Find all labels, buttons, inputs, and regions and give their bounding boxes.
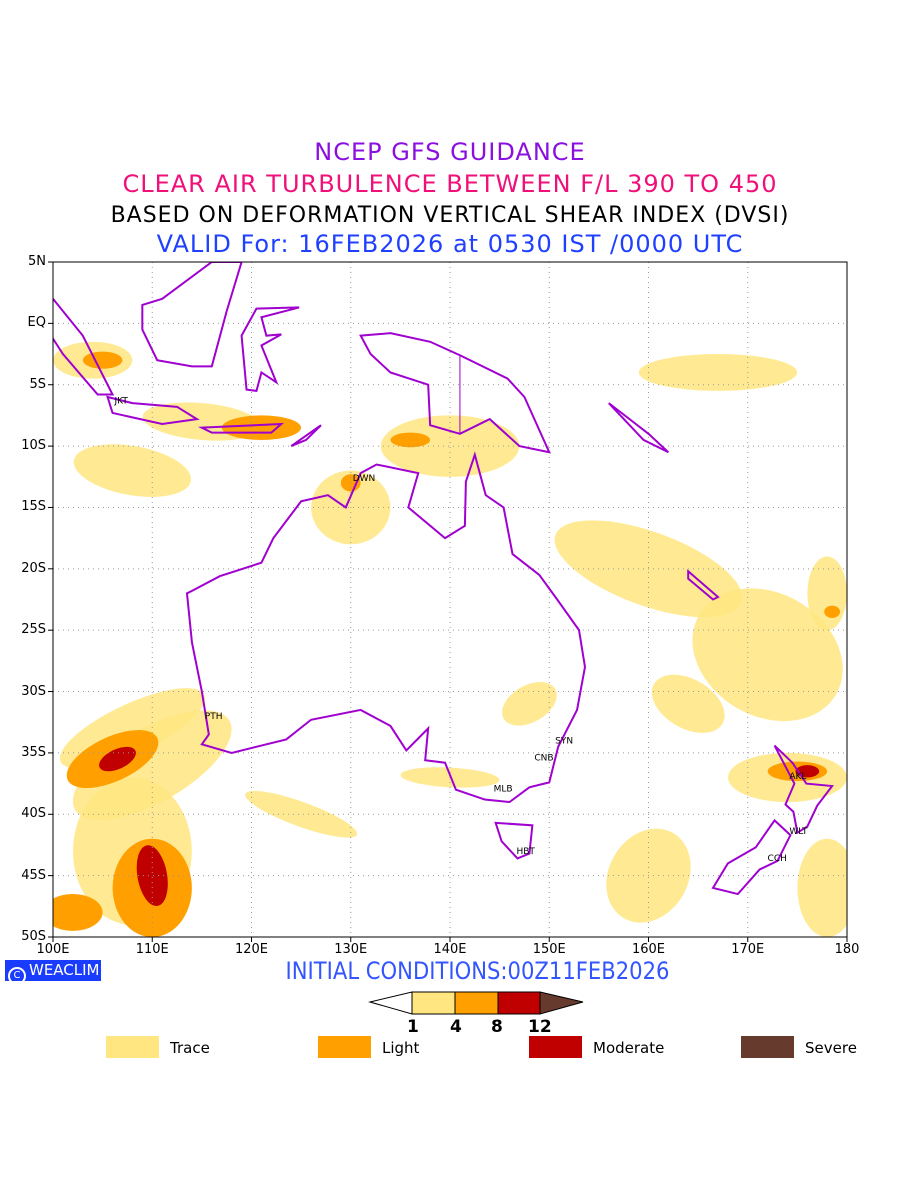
lat-label: 45S (21, 867, 46, 883)
coastline-newcaledonia (687, 569, 720, 601)
plot-layer (53, 262, 847, 937)
legend-label: Severe (805, 1039, 857, 1057)
turbulence-light (53, 894, 103, 931)
coastline-timor (290, 424, 322, 448)
legend-swatch-moderate (529, 1036, 582, 1058)
lon-label: 160E (631, 942, 666, 957)
city-label: DWN (353, 474, 376, 484)
turbulence-trace (807, 556, 847, 631)
turbulence-trace (797, 838, 847, 937)
lon-label: 180 (834, 942, 860, 957)
logo-text: WEACLIM (29, 961, 100, 979)
coastline-nznorth (773, 744, 834, 835)
coastline-flores (197, 422, 285, 434)
coastline-sumatra (53, 297, 115, 396)
coastline-tasmania (494, 821, 534, 860)
colorbar-light (454, 991, 499, 1015)
cb-tick: 12 (528, 1017, 552, 1037)
lon-label: 130E (334, 942, 368, 957)
city-label: JKT (113, 396, 128, 406)
lat-label: 35S (21, 744, 46, 760)
title-cat: CLEAR AIR TURBULENCE BETWEEN F/L 390 TO … (122, 170, 778, 198)
lon-label: 120E (234, 942, 269, 957)
lat-label: 40S (21, 806, 46, 822)
coastline-solomon (608, 402, 670, 454)
turbulence-light (824, 605, 841, 618)
legend-swatch-light (318, 1036, 371, 1058)
turbulence-light (390, 432, 431, 448)
legend-label: Moderate (593, 1039, 665, 1057)
coastline-borneo (141, 262, 243, 368)
lat-label: EQ (27, 315, 46, 331)
coastline-australia (185, 451, 586, 804)
lon-label: 140E (433, 942, 467, 957)
coastline-sulawesi (240, 306, 300, 392)
turbulence-trace (245, 790, 358, 838)
lat-label: 10S (21, 438, 46, 454)
city-label: PTH (205, 712, 223, 722)
lat-label: 30S (21, 683, 46, 699)
city-label: CCH (768, 854, 787, 864)
copyright-icon: C (8, 967, 26, 985)
lat-label: 25S (21, 622, 46, 638)
city-label: WLT (789, 827, 808, 837)
legend-swatch-trace (106, 1036, 159, 1058)
colorbar-under (368, 991, 413, 1015)
title-guidance: NCEP GFS GUIDANCE (314, 138, 586, 166)
lat-label: 5S (29, 376, 46, 392)
coastline-java (106, 395, 200, 426)
turbulence-light (82, 351, 123, 369)
turbulence-trace (73, 444, 192, 497)
turbulence-trace (502, 682, 557, 726)
cb-tick: 4 (450, 1017, 462, 1037)
legend-label: Trace (170, 1039, 210, 1057)
legend-label: Light (382, 1039, 420, 1057)
turbulence-trace (380, 415, 520, 477)
colorbar-severe (539, 991, 584, 1015)
city-label: MLB (494, 784, 513, 794)
colorbar-trace (411, 991, 456, 1015)
lon-label: 150E (532, 942, 566, 957)
coastline-newguinea (359, 332, 551, 454)
weaclim-logo: C WEACLIM (5, 960, 101, 985)
turbulence-light (221, 415, 302, 440)
colorbar-moderate (497, 991, 541, 1015)
cb-tick: 8 (491, 1017, 503, 1037)
city-label: AKL (789, 772, 806, 782)
cb-tick: 1 (407, 1017, 419, 1037)
initial-conditions: INITIAL CONDITIONS:00Z11FEB2026 (285, 957, 670, 985)
turbulence-moderate (99, 746, 136, 772)
lat-label: 5N (28, 254, 46, 269)
colorbar (368, 991, 584, 1015)
legend-swatch-severe (741, 1036, 794, 1058)
lat-label: 20S (21, 560, 46, 576)
turbulence-moderate (136, 845, 168, 907)
lat-label: 50S (21, 929, 46, 944)
city-label: CNB (534, 754, 553, 764)
title-dvsi: BASED ON DEFORMATION VERTICAL SHEAR INDE… (110, 203, 790, 228)
coastline-nzsouth (711, 818, 792, 896)
turbulence-trace (638, 354, 798, 391)
lon-label: 110E (135, 942, 169, 957)
turbulence-trace (692, 588, 843, 722)
title-valid: VALID For: 16FEB2026 at 0530 IST /0000 U… (156, 230, 744, 258)
lat-label: 15S (21, 499, 46, 515)
lon-label: 100E (36, 942, 70, 957)
turbulence-trace (651, 674, 725, 733)
city-label: SYN (555, 736, 573, 746)
lon-label: 170E (731, 942, 765, 957)
city-label: HBT (516, 847, 535, 857)
